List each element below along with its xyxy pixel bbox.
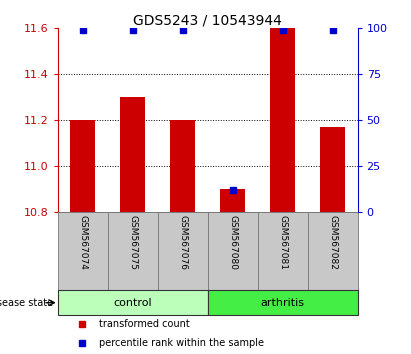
Bar <box>208 212 258 290</box>
Bar <box>270 28 295 212</box>
Text: arthritis: arthritis <box>261 298 305 308</box>
Bar <box>70 120 95 212</box>
Bar <box>58 290 208 315</box>
Bar <box>220 189 245 212</box>
Text: percentile rank within the sample: percentile rank within the sample <box>99 338 263 348</box>
Text: control: control <box>113 298 152 308</box>
Text: GSM567081: GSM567081 <box>278 215 287 270</box>
Bar <box>120 97 145 212</box>
Bar <box>157 212 208 290</box>
Bar <box>58 212 108 290</box>
Bar <box>258 212 307 290</box>
Text: GSM567080: GSM567080 <box>228 215 237 270</box>
Bar <box>320 127 345 212</box>
Title: GDS5243 / 10543944: GDS5243 / 10543944 <box>133 13 282 27</box>
Bar <box>208 290 358 315</box>
Text: transformed count: transformed count <box>99 319 189 329</box>
Text: GSM567074: GSM567074 <box>78 215 87 270</box>
Text: GSM567082: GSM567082 <box>328 215 337 270</box>
Bar <box>307 212 358 290</box>
Text: GSM567076: GSM567076 <box>178 215 187 270</box>
Bar <box>170 120 195 212</box>
Text: GSM567075: GSM567075 <box>128 215 137 270</box>
Bar <box>108 212 157 290</box>
Text: disease state: disease state <box>0 298 53 308</box>
